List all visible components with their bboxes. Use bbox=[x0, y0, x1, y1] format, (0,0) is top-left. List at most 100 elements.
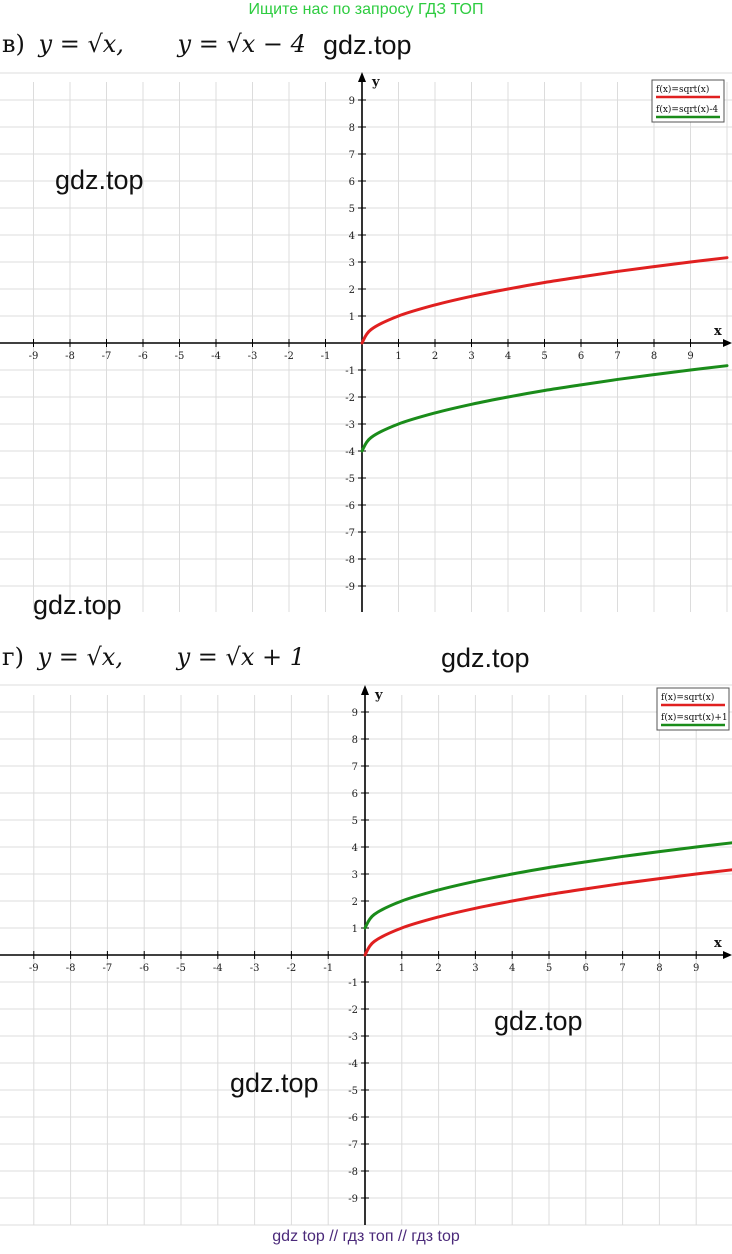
x-tick-label: 7 bbox=[614, 351, 620, 362]
x-tick-label: 5 bbox=[546, 963, 552, 974]
x-axis-arrow bbox=[723, 339, 732, 347]
equation-1: y = √x, bbox=[38, 30, 124, 58]
y-tick-label: -6 bbox=[348, 1113, 358, 1124]
footer-links[interactable]: gdz top // гдз топ // гдз top bbox=[272, 1228, 460, 1245]
x-tick-label: 2 bbox=[435, 963, 441, 974]
x-tick-label: -9 bbox=[29, 963, 39, 974]
y-tick-label: -2 bbox=[345, 393, 355, 404]
y-tick-label: 4 bbox=[352, 843, 358, 854]
x-tick-label: -3 bbox=[248, 351, 258, 362]
watermark: gdz.top bbox=[323, 30, 412, 60]
watermark: gdz.top bbox=[494, 1006, 583, 1036]
x-tick-label: -1 bbox=[321, 351, 331, 362]
x-tick-label: -4 bbox=[211, 351, 221, 362]
section-heading-g: г) y = √x, y = √x + 1 bbox=[2, 643, 305, 671]
y-tick-label: 3 bbox=[352, 870, 358, 881]
x-tick-label: -4 bbox=[213, 963, 223, 974]
y-tick-label: -5 bbox=[345, 474, 355, 485]
x-tick-label: 2 bbox=[432, 351, 438, 362]
y-tick-label: 4 bbox=[349, 231, 355, 242]
y-tick-label: -5 bbox=[348, 1086, 358, 1097]
x-axis-label: x bbox=[714, 324, 722, 339]
y-tick-label: 1 bbox=[352, 924, 358, 935]
y-axis-arrow bbox=[361, 685, 369, 695]
y-tick-label: -1 bbox=[348, 978, 358, 989]
section-letter: в) bbox=[2, 30, 25, 58]
y-tick-label: 9 bbox=[352, 708, 358, 719]
chart-g: x y -9 -8 -7 -6 -5 -4 -3 -2 -1 1 2 3 4 5 6 7 8 9 9 8 7 6 5 4 3 2 1 -1… bbox=[0, 684, 732, 1226]
x-tick-label: 8 bbox=[656, 963, 662, 974]
x-tick-label: 4 bbox=[509, 963, 515, 974]
legend-label: f(x)=sqrt(x)+1 bbox=[661, 712, 728, 723]
x-tick-label: -2 bbox=[287, 963, 297, 974]
y-tick-label: -9 bbox=[345, 582, 355, 593]
watermark: gdz.top bbox=[441, 643, 530, 673]
x-tick-label: 9 bbox=[687, 351, 693, 362]
x-tick-label: -9 bbox=[29, 351, 39, 362]
x-tick-label: 7 bbox=[619, 963, 625, 974]
series-line bbox=[360, 364, 729, 453]
legend-label: f(x)=sqrt(x) bbox=[661, 692, 714, 703]
y-tick-label: -4 bbox=[345, 447, 355, 458]
legend: f(x)=sqrt(x) f(x)=sqrt(x)-4 bbox=[651, 79, 725, 123]
y-tick-label: 1 bbox=[349, 312, 355, 323]
series-line bbox=[360, 256, 729, 345]
x-tick-label: -5 bbox=[176, 963, 186, 974]
y-tick-label: 2 bbox=[349, 285, 355, 296]
x-tick-label: -5 bbox=[175, 351, 185, 362]
y-axis-label: y bbox=[371, 75, 380, 90]
x-tick-label: 5 bbox=[541, 351, 547, 362]
y-tick-label: -4 bbox=[348, 1059, 358, 1070]
y-tick-label: -7 bbox=[348, 1140, 358, 1151]
y-tick-label: -3 bbox=[345, 420, 355, 431]
x-axis-arrow bbox=[723, 951, 732, 959]
legend: f(x)=sqrt(x) f(x)=sqrt(x)+1 bbox=[656, 687, 730, 731]
x-tick-label: 8 bbox=[651, 351, 657, 362]
x-tick-label: -1 bbox=[323, 963, 333, 974]
equation-2: y = √x − 4 bbox=[177, 30, 306, 58]
y-tick-label: 5 bbox=[352, 816, 358, 827]
x-tick-label: 3 bbox=[472, 963, 478, 974]
y-tick-label: -8 bbox=[348, 1167, 358, 1178]
series-line bbox=[363, 841, 732, 930]
legend-label: f(x)=sqrt(x)-4 bbox=[656, 104, 718, 115]
y-tick-label: 5 bbox=[349, 204, 355, 215]
y-tick-label: 6 bbox=[352, 789, 358, 800]
y-tick-label: 7 bbox=[352, 762, 358, 773]
y-tick-label: -6 bbox=[345, 501, 355, 512]
y-tick-label: -1 bbox=[345, 366, 355, 377]
y-axis-arrow bbox=[358, 72, 366, 82]
watermark: gdz.top bbox=[55, 165, 144, 195]
x-tick-label: 1 bbox=[395, 351, 401, 362]
x-tick-label: -2 bbox=[284, 351, 294, 362]
y-tick-label: 9 bbox=[349, 96, 355, 107]
y-tick-label: 7 bbox=[349, 150, 355, 161]
x-tick-label: -8 bbox=[66, 963, 76, 974]
legend-box bbox=[656, 687, 730, 731]
y-tick-label: -7 bbox=[345, 528, 355, 539]
y-tick-label: -3 bbox=[348, 1032, 358, 1043]
x-tick-label: 1 bbox=[399, 963, 405, 974]
y-axis-label: y bbox=[374, 688, 383, 703]
y-tick-label: 2 bbox=[352, 897, 358, 908]
x-tick-label: 3 bbox=[468, 351, 474, 362]
x-tick-label: 4 bbox=[505, 351, 511, 362]
y-tick-label: 6 bbox=[349, 177, 355, 188]
equation-1: y = √x, bbox=[37, 643, 123, 671]
watermark: gdz.top bbox=[230, 1068, 319, 1098]
watermark: gdz.top bbox=[33, 590, 122, 620]
x-tick-label: -6 bbox=[138, 351, 148, 362]
x-axis-label: x bbox=[714, 936, 722, 951]
x-tick-label: -7 bbox=[103, 963, 113, 974]
x-tick-label: 6 bbox=[578, 351, 584, 362]
legend-box bbox=[651, 79, 725, 123]
section-letter: г) bbox=[2, 643, 24, 671]
x-tick-label: -8 bbox=[65, 351, 75, 362]
equation-2: y = √x + 1 bbox=[176, 643, 305, 671]
grid bbox=[0, 684, 732, 1226]
legend-label: f(x)=sqrt(x) bbox=[656, 84, 709, 95]
y-tick-label: -2 bbox=[348, 1005, 358, 1016]
y-tick-label: -9 bbox=[348, 1194, 358, 1205]
search-banner[interactable]: Ищите нас по запросу ГДЗ ТОП bbox=[248, 1, 484, 18]
x-tick-label: -6 bbox=[139, 963, 149, 974]
